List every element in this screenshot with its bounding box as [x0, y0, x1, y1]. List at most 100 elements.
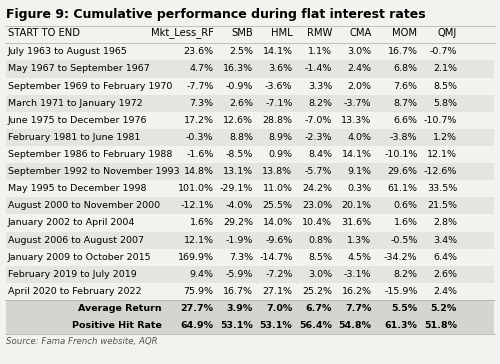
Text: February 1981 to June 1981: February 1981 to June 1981 [8, 133, 140, 142]
Text: 169.9%: 169.9% [178, 253, 214, 262]
Text: 54.8%: 54.8% [338, 321, 372, 330]
Text: August 2000 to November 2000: August 2000 to November 2000 [8, 201, 160, 210]
Text: 29.6%: 29.6% [388, 167, 418, 176]
Text: -4.0%: -4.0% [226, 201, 253, 210]
Text: -7.7%: -7.7% [186, 82, 214, 91]
Text: -3.7%: -3.7% [344, 99, 372, 108]
Text: 6.4%: 6.4% [433, 253, 457, 262]
Text: 25.2%: 25.2% [302, 287, 332, 296]
Text: 7.0%: 7.0% [266, 304, 292, 313]
Text: 2.4%: 2.4% [433, 287, 457, 296]
Text: -14.7%: -14.7% [259, 253, 292, 262]
Text: -7.1%: -7.1% [265, 99, 292, 108]
Text: -3.6%: -3.6% [265, 82, 292, 91]
Text: 8.5%: 8.5% [308, 253, 332, 262]
Text: 20.1%: 20.1% [342, 201, 372, 210]
Text: August 2006 to August 2007: August 2006 to August 2007 [8, 236, 143, 245]
Text: 11.0%: 11.0% [262, 184, 292, 193]
Text: 21.5%: 21.5% [427, 201, 457, 210]
Text: 3.0%: 3.0% [348, 47, 372, 56]
Text: -12.1%: -12.1% [180, 201, 214, 210]
Text: 2.8%: 2.8% [433, 218, 457, 228]
Text: 14.1%: 14.1% [262, 47, 292, 56]
Text: 16.2%: 16.2% [342, 287, 372, 296]
Text: START TO END: START TO END [8, 28, 80, 38]
Text: -29.1%: -29.1% [220, 184, 253, 193]
Text: 14.8%: 14.8% [184, 167, 214, 176]
Text: 8.5%: 8.5% [433, 82, 457, 91]
Text: -7.0%: -7.0% [304, 116, 332, 125]
Text: 29.2%: 29.2% [223, 218, 253, 228]
Text: QMJ: QMJ [438, 28, 457, 38]
Text: 8.7%: 8.7% [394, 99, 417, 108]
Text: MOM: MOM [392, 28, 417, 38]
Text: 23.0%: 23.0% [302, 201, 332, 210]
Text: 53.1%: 53.1% [260, 321, 292, 330]
Text: -2.3%: -2.3% [304, 133, 332, 142]
Text: -34.2%: -34.2% [384, 253, 418, 262]
Text: 1.1%: 1.1% [308, 47, 332, 56]
Text: RMW: RMW [306, 28, 332, 38]
Text: 3.0%: 3.0% [308, 270, 332, 279]
Text: 8.2%: 8.2% [308, 99, 332, 108]
Text: 6.8%: 6.8% [394, 64, 417, 74]
Text: 51.8%: 51.8% [424, 321, 457, 330]
Text: July 1963 to August 1965: July 1963 to August 1965 [8, 47, 128, 56]
Text: -8.5%: -8.5% [226, 150, 253, 159]
Text: 28.8%: 28.8% [262, 116, 292, 125]
Text: June 1975 to December 1976: June 1975 to December 1976 [8, 116, 147, 125]
Text: -12.6%: -12.6% [424, 167, 457, 176]
Text: 3.4%: 3.4% [433, 236, 457, 245]
Text: 7.3%: 7.3% [229, 253, 253, 262]
Text: -10.7%: -10.7% [424, 116, 457, 125]
Text: 8.2%: 8.2% [394, 270, 417, 279]
Text: January 2009 to October 2015: January 2009 to October 2015 [8, 253, 151, 262]
Text: September 1986 to February 1988: September 1986 to February 1988 [8, 150, 172, 159]
Text: 64.9%: 64.9% [180, 321, 214, 330]
Text: 2.6%: 2.6% [229, 99, 253, 108]
Text: 10.4%: 10.4% [302, 218, 332, 228]
Text: -5.7%: -5.7% [304, 167, 332, 176]
Text: 27.1%: 27.1% [262, 287, 292, 296]
Text: 25.5%: 25.5% [262, 201, 292, 210]
Text: 13.3%: 13.3% [341, 116, 372, 125]
Text: -5.9%: -5.9% [226, 270, 253, 279]
Text: SMB: SMB [231, 28, 253, 38]
Text: 16.7%: 16.7% [388, 47, 418, 56]
Text: Average Return: Average Return [78, 304, 162, 313]
Text: September 1969 to February 1970: September 1969 to February 1970 [8, 82, 172, 91]
Text: 17.2%: 17.2% [184, 116, 214, 125]
Text: April 2020 to February 2022: April 2020 to February 2022 [8, 287, 141, 296]
Text: 4.5%: 4.5% [348, 253, 372, 262]
Text: 0.6%: 0.6% [394, 201, 417, 210]
Text: 7.7%: 7.7% [345, 304, 372, 313]
Text: 2.5%: 2.5% [229, 47, 253, 56]
Text: 4.0%: 4.0% [348, 133, 372, 142]
Text: 2.4%: 2.4% [348, 64, 372, 74]
Text: -10.1%: -10.1% [384, 150, 418, 159]
Text: 61.1%: 61.1% [388, 184, 418, 193]
Text: 3.6%: 3.6% [268, 64, 292, 74]
Text: CMA: CMA [349, 28, 372, 38]
Text: 3.3%: 3.3% [308, 82, 332, 91]
Text: -1.4%: -1.4% [304, 64, 332, 74]
Text: 101.0%: 101.0% [178, 184, 214, 193]
Text: 56.4%: 56.4% [299, 321, 332, 330]
Text: 16.3%: 16.3% [223, 64, 253, 74]
Text: 12.1%: 12.1% [184, 236, 214, 245]
Text: -0.5%: -0.5% [390, 236, 417, 245]
Text: 14.0%: 14.0% [262, 218, 292, 228]
Text: 33.5%: 33.5% [426, 184, 457, 193]
Text: 23.6%: 23.6% [184, 47, 214, 56]
Text: 4.7%: 4.7% [190, 64, 214, 74]
Text: Figure 9: Cumulative performance during flat interest rates: Figure 9: Cumulative performance during … [6, 8, 426, 21]
Text: 14.1%: 14.1% [342, 150, 372, 159]
Text: 2.1%: 2.1% [433, 64, 457, 74]
Text: 7.6%: 7.6% [394, 82, 417, 91]
Text: -3.8%: -3.8% [390, 133, 417, 142]
Text: 2.6%: 2.6% [433, 270, 457, 279]
Text: -0.7%: -0.7% [430, 47, 457, 56]
Text: -3.1%: -3.1% [344, 270, 372, 279]
Text: 1.3%: 1.3% [348, 236, 372, 245]
Text: -15.9%: -15.9% [384, 287, 418, 296]
